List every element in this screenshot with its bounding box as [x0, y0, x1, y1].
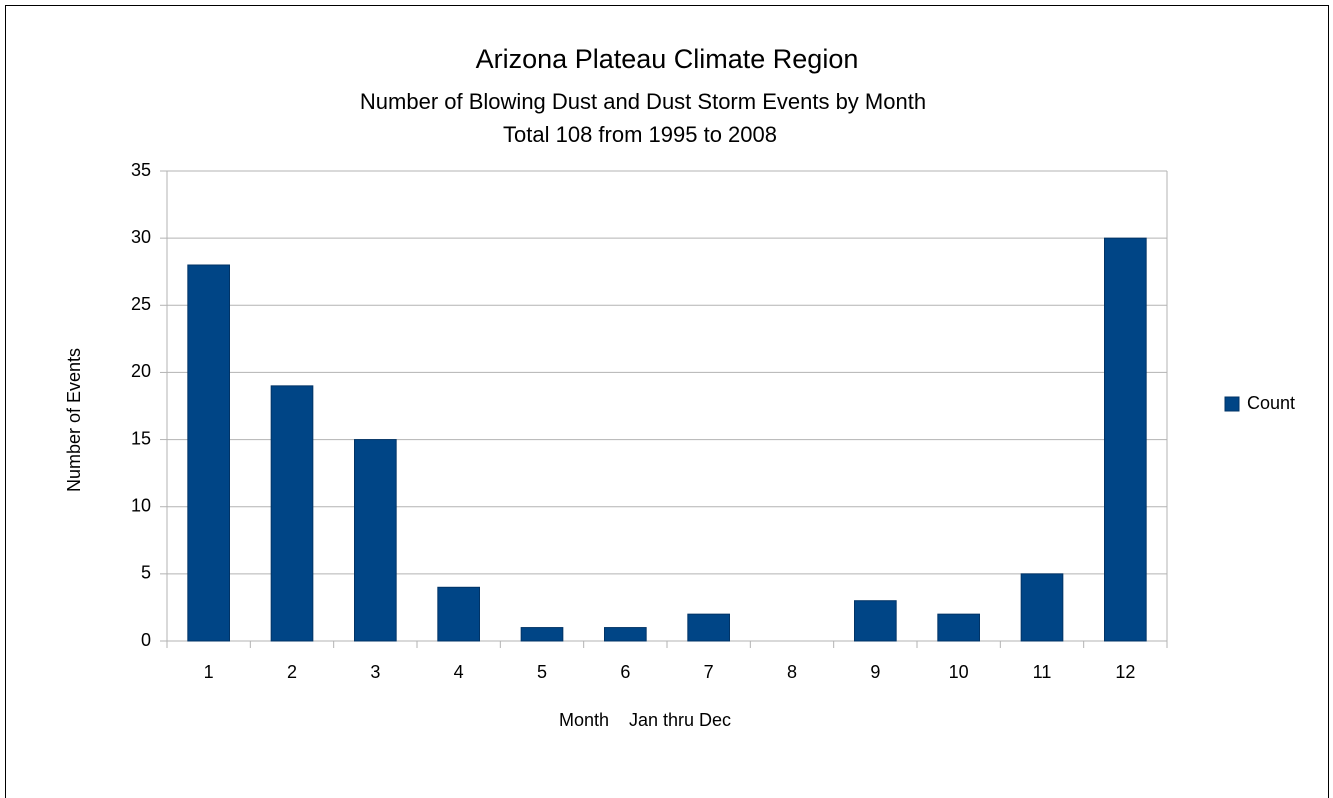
x-tick-label: 5 [537, 662, 547, 682]
bar [687, 613, 730, 642]
y-tick-label: 30 [131, 227, 151, 247]
bar [270, 385, 314, 642]
y-tick-label: 25 [131, 294, 151, 314]
bar [437, 586, 481, 642]
chart-title: Arizona Plateau Climate Region [476, 44, 859, 74]
bar [520, 627, 564, 642]
x-tick-label: 1 [204, 662, 214, 682]
bar [1020, 573, 1064, 642]
y-tick-label: 5 [141, 563, 151, 583]
y-axis-label: Number of Events [64, 348, 84, 492]
chart-subtitle: Total 108 from 1995 to 2008 [503, 122, 777, 147]
x-tick-label: 11 [1033, 662, 1052, 682]
x-tick-label: 2 [287, 662, 297, 682]
x-axis-label: Month Jan thru Dec [559, 710, 731, 730]
x-tick-label: 12 [1115, 662, 1135, 682]
legend-swatch [1224, 396, 1240, 412]
legend-label: Count [1247, 393, 1295, 413]
bar [604, 627, 647, 642]
x-tick-label: 9 [870, 662, 880, 682]
x-tick-label: 6 [620, 662, 630, 682]
y-tick-label: 10 [131, 495, 151, 515]
x-tick-label: 4 [454, 662, 464, 682]
bar [354, 439, 397, 642]
bar [1104, 237, 1147, 642]
chart-subtitle: Number of Blowing Dust and Dust Storm Ev… [360, 89, 926, 114]
y-tick-label: 20 [131, 361, 151, 381]
bar [187, 264, 230, 642]
y-tick-label: 15 [131, 428, 151, 448]
bar [937, 613, 980, 642]
x-tick-label: 8 [787, 662, 797, 682]
y-tick-label: 35 [131, 160, 151, 180]
bar [854, 600, 897, 642]
x-tick-label: 3 [370, 662, 380, 682]
y-tick-label: 0 [141, 630, 151, 650]
x-tick-label: 10 [949, 662, 969, 682]
x-tick-label: 7 [704, 662, 714, 682]
